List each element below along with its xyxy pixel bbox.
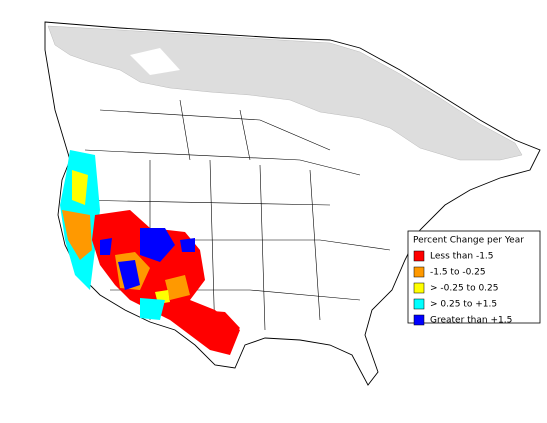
legend-label: -1.5 to -0.25 [430,268,486,278]
legend-title: Percent Change per Year [413,236,524,246]
legend-label: Less than -1.5 [430,252,494,262]
legend-swatch [413,250,425,262]
legend-swatch [413,282,425,294]
legend-label: > 0.25 to +1.5 [430,300,497,310]
legend-label: > -0.25 to 0.25 [430,284,498,294]
region-decrease-strong [200,310,240,340]
region-increase-strong [100,228,195,290]
region-stable [72,170,88,205]
legend-swatch [413,314,425,326]
legend-label: Greater than +1.5 [430,316,512,326]
no-data-region [130,48,180,75]
legend-swatch [413,266,425,278]
region-decrease-moderate [62,210,92,260]
legend-box [407,230,541,324]
region-increase-moderate [140,298,165,320]
legend-swatch [413,298,425,310]
legend: Percent Change per Year Less than -1.5 -1… [407,230,541,326]
